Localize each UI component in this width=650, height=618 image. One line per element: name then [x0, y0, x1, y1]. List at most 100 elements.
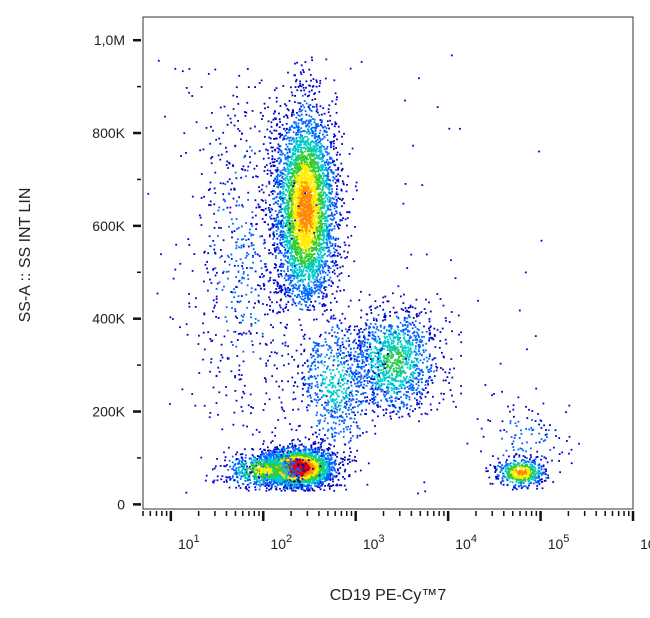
data-point: [281, 264, 284, 267]
data-point: [313, 220, 316, 223]
data-point: [295, 252, 297, 255]
data-point: [305, 176, 308, 178]
data-point: [312, 165, 314, 168]
data-point: [296, 208, 299, 211]
data-point: [276, 177, 279, 180]
data-point: [328, 246, 330, 249]
data-point: [249, 471, 251, 474]
data-point: [283, 197, 286, 199]
data-point: [321, 269, 324, 272]
data-point: [304, 110, 307, 113]
data-point: [311, 203, 314, 206]
data-point: [336, 456, 338, 458]
data-point: [302, 189, 305, 192]
data-point: [277, 252, 280, 255]
data-point: [314, 128, 317, 131]
data-point: [284, 182, 287, 185]
data-point: [319, 150, 321, 153]
data-point: [298, 228, 301, 231]
data-point: [288, 453, 291, 456]
data-point: [329, 205, 332, 208]
data-point: [327, 279, 330, 282]
data-point: [291, 154, 294, 156]
data-point: [296, 214, 299, 216]
data-point: [343, 132, 345, 135]
data-point: [300, 64, 303, 67]
data-point: [283, 263, 285, 266]
data-point: [302, 173, 305, 176]
data-point: [303, 252, 306, 255]
data-point: [317, 170, 320, 173]
data-point: [320, 220, 323, 223]
data-point: [318, 460, 321, 462]
data-point: [301, 292, 303, 295]
data-point: [303, 143, 306, 146]
data-point: [324, 164, 327, 167]
data-point: [315, 230, 317, 233]
data-point: [308, 208, 310, 211]
data-point: [321, 158, 324, 161]
data-point: [311, 202, 314, 204]
data-point: [325, 237, 328, 240]
data-point: [315, 174, 318, 177]
data-point: [305, 214, 308, 217]
data-point: [299, 243, 302, 245]
data-point: [302, 233, 304, 236]
data-point: [333, 79, 336, 82]
data-point: [315, 103, 318, 106]
data-point: [304, 242, 307, 245]
data-point: [288, 176, 291, 178]
data-point: [302, 283, 305, 286]
data-point: [313, 190, 315, 193]
data-point: [308, 230, 311, 233]
data-point: [298, 181, 300, 184]
data-point: [316, 198, 319, 201]
data-point: [287, 71, 289, 74]
data-point: [281, 242, 283, 244]
data-point: [308, 194, 311, 196]
data-point: [307, 181, 310, 183]
data-point: [308, 176, 310, 178]
data-point: [335, 261, 337, 263]
data-point: [307, 149, 310, 151]
data-point: [336, 264, 339, 266]
data-point: [301, 270, 304, 273]
data-point: [300, 231, 302, 234]
data-point: [272, 189, 275, 192]
data-point: [331, 161, 334, 164]
data-point: [285, 143, 288, 146]
data-point: [330, 309, 332, 311]
data-point: [329, 255, 332, 258]
data-point: [316, 123, 319, 125]
data-point: [278, 175, 281, 178]
data-point: [270, 441, 272, 444]
data-point: [300, 89, 302, 92]
data-point: [324, 195, 327, 198]
data-point: [294, 194, 297, 197]
data-point: [271, 161, 274, 164]
data-point: [313, 126, 315, 129]
data-point: [284, 174, 287, 176]
data-point: [300, 243, 303, 246]
data-point: [306, 249, 309, 252]
data-point: [302, 183, 305, 185]
data-point: [310, 220, 313, 223]
data-point: [288, 295, 291, 297]
data-point: [321, 246, 323, 249]
data-point: [299, 467, 302, 469]
data-point: [296, 189, 299, 192]
data-point: [283, 115, 285, 118]
data-point: [302, 155, 305, 157]
data-point: [294, 121, 297, 124]
data-point: [281, 194, 284, 197]
data-point: [336, 483, 338, 486]
data-point: [324, 180, 327, 182]
data-point: [297, 187, 299, 189]
data-point: [317, 218, 319, 221]
data-point: [274, 279, 277, 282]
data-point: [329, 228, 331, 231]
data-point: [272, 203, 275, 205]
data-point: [291, 161, 294, 164]
data-point: [322, 179, 325, 182]
data-point: [331, 190, 334, 193]
